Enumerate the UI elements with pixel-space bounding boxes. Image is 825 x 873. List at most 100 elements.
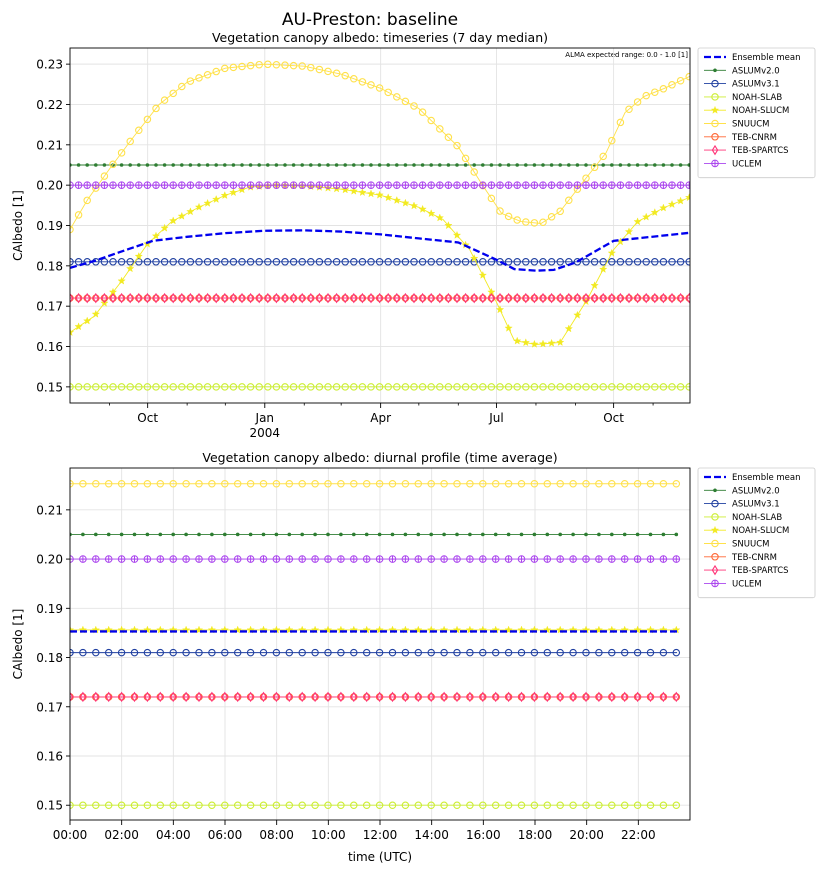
data-point — [491, 480, 500, 488]
data-point — [233, 480, 242, 488]
data-point — [444, 221, 453, 230]
data-point — [466, 691, 474, 703]
data-point — [337, 691, 345, 703]
data-point — [565, 196, 573, 204]
data-point — [261, 532, 266, 537]
data-point — [235, 532, 240, 537]
data-point — [401, 383, 410, 391]
data-point — [594, 625, 604, 634]
data-point — [160, 223, 169, 232]
data-point — [79, 648, 87, 657]
data-point-cross — [376, 555, 383, 563]
x-tick-label: 22:00 — [621, 828, 656, 842]
legend-item: NOAH-SLUCM — [704, 105, 789, 116]
data-point-cross — [651, 181, 659, 189]
data-point — [668, 81, 676, 89]
data-point — [186, 77, 195, 85]
data-point — [309, 163, 313, 167]
data-point — [539, 258, 547, 266]
data-point — [414, 801, 423, 809]
data-point-cross — [247, 181, 254, 189]
data-point — [466, 648, 474, 657]
data-point — [350, 801, 358, 809]
legend-label: SNUUCM — [732, 120, 769, 130]
data-point — [659, 258, 668, 266]
data-point — [316, 292, 323, 304]
data-point — [212, 383, 220, 391]
data-point — [504, 648, 513, 657]
data-point — [463, 163, 468, 167]
data-point — [194, 202, 204, 211]
data-point — [384, 193, 393, 202]
data-point — [375, 480, 384, 488]
data-point — [221, 691, 229, 703]
data-point — [212, 292, 220, 304]
data-point — [203, 198, 212, 207]
data-point — [642, 292, 650, 304]
data-point — [608, 480, 616, 488]
data-point — [188, 163, 193, 167]
data-point — [158, 532, 163, 537]
data-point — [298, 480, 306, 488]
data-point — [349, 186, 358, 195]
data-point — [544, 691, 551, 703]
data-point-cross — [608, 181, 616, 189]
data-point — [83, 383, 91, 391]
data-point — [281, 61, 289, 69]
legend-item: ASLUMv3.1 — [704, 500, 780, 510]
data-point-cross — [518, 555, 525, 563]
data-point — [156, 480, 165, 488]
data-point — [298, 292, 306, 304]
data-point — [75, 292, 82, 304]
data-point — [455, 532, 459, 537]
data-point — [633, 217, 642, 226]
data-point — [366, 189, 376, 198]
data-point — [513, 258, 521, 266]
data-point — [427, 383, 435, 391]
data-point — [676, 196, 685, 205]
data-point — [128, 163, 132, 167]
data-point — [440, 648, 448, 657]
series-markers — [70, 480, 681, 488]
data-point-cross — [169, 181, 177, 189]
data-point — [286, 691, 293, 703]
y-axis-label: CAlbedo [1] — [11, 190, 25, 261]
data-point — [642, 383, 650, 391]
data-point — [427, 292, 435, 304]
data-point — [298, 801, 306, 809]
data-point — [539, 383, 547, 391]
data-point — [363, 691, 370, 703]
data-point — [504, 212, 513, 221]
data-point — [481, 163, 485, 167]
data-point — [135, 126, 143, 134]
data-point-cross — [152, 181, 160, 189]
data-point — [687, 163, 690, 167]
data-point — [504, 801, 513, 809]
data-point — [650, 208, 659, 217]
data-point — [247, 292, 254, 304]
data-point — [521, 338, 530, 347]
data-point — [238, 292, 246, 304]
data-point — [119, 532, 124, 537]
data-point — [506, 163, 511, 167]
data-point — [272, 60, 281, 69]
data-point-cross — [126, 181, 134, 189]
data-point — [221, 648, 229, 657]
data-point — [416, 532, 421, 537]
legend-label: ASLUMv3.1 — [732, 500, 780, 510]
data-point — [634, 691, 641, 703]
data-point — [324, 258, 332, 266]
data-point — [414, 480, 423, 488]
data-point — [152, 383, 160, 391]
legend-label: UCLEM — [732, 159, 762, 169]
data-point — [230, 292, 237, 304]
data-point — [364, 532, 369, 537]
data-point — [608, 136, 616, 145]
timeseries-chart: Vegetation canopy albedo: timeseries (7 … — [11, 30, 816, 440]
data-point — [197, 163, 201, 167]
legend-marker — [711, 539, 719, 548]
data-point-cross — [410, 181, 418, 189]
chart-title: Vegetation canopy albedo: timeseries (7 … — [212, 30, 548, 45]
data-point — [343, 163, 348, 167]
